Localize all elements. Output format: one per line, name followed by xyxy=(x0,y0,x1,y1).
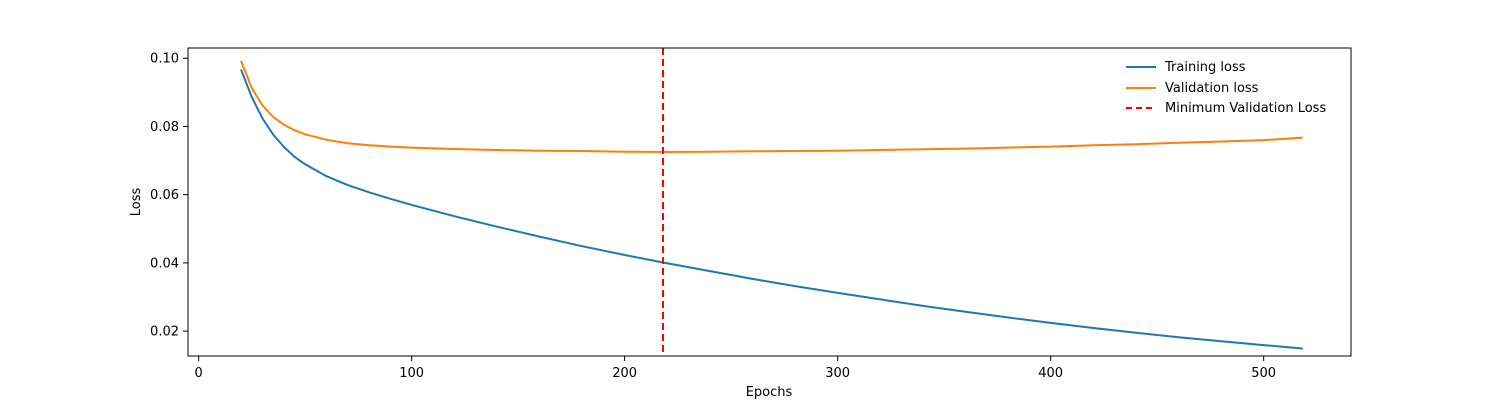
legend-label-min-val: Minimum Validation Loss xyxy=(1165,101,1326,116)
x-tick-label: 100 xyxy=(399,366,424,381)
y-tick-label: 0.08 xyxy=(150,120,179,135)
x-axis-ticks: 0 100 200 300 400 500 xyxy=(195,356,1276,381)
validation-loss-line xyxy=(240,60,1303,153)
axes-background xyxy=(188,48,1351,356)
x-tick-label: 0 xyxy=(195,366,203,381)
x-axis-label: Epochs xyxy=(746,385,793,400)
y-tick-label: 0.02 xyxy=(150,325,179,340)
plot-area xyxy=(188,48,1351,356)
legend-label-training: Training loss xyxy=(1164,60,1246,75)
y-tick-label: 0.04 xyxy=(150,256,179,271)
y-tick-label: 0.10 xyxy=(150,52,179,67)
y-axis-ticks: 0.02 0.04 0.06 0.08 0.10 xyxy=(150,52,188,340)
axes-border xyxy=(187,47,1352,357)
axes-frame xyxy=(187,47,1352,357)
y-axis-label: Loss xyxy=(129,188,144,217)
legend: Training loss Validation loss Minimum Va… xyxy=(1126,60,1326,116)
x-tick-label: 400 xyxy=(1038,366,1063,381)
y-tick-label: 0.06 xyxy=(150,188,179,203)
x-tick-label: 300 xyxy=(825,366,850,381)
series-layer xyxy=(240,48,1303,356)
training-loss-line xyxy=(240,69,1303,350)
x-tick-label: 200 xyxy=(612,366,637,381)
legend-label-validation: Validation loss xyxy=(1165,81,1259,96)
x-tick-label: 500 xyxy=(1251,366,1276,381)
